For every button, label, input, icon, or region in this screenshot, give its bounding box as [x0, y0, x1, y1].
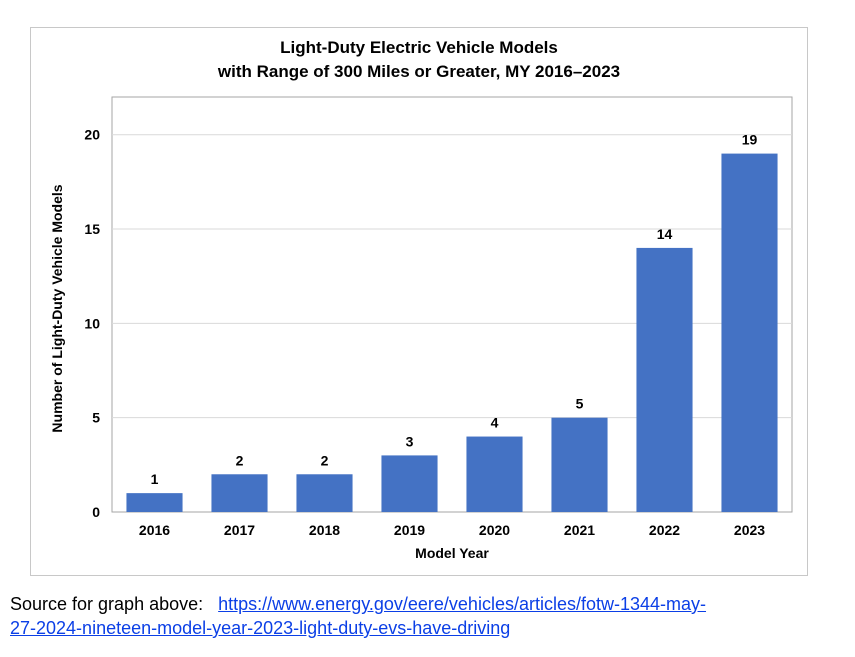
x-tick-label: 2020 — [479, 522, 510, 538]
bar — [126, 493, 183, 512]
bar — [551, 417, 608, 512]
source-link[interactable]: https://www.energy.gov/eere/vehicles/art… — [10, 594, 706, 638]
y-tick-label: 20 — [84, 127, 100, 143]
bar — [296, 474, 353, 512]
data-label: 2 — [321, 452, 329, 468]
y-tick-label: 15 — [84, 221, 100, 237]
x-tick-label: 2023 — [734, 522, 765, 538]
bar — [721, 153, 778, 512]
x-axis-title: Model Year — [415, 545, 489, 561]
data-label: 4 — [491, 415, 499, 431]
data-label: 5 — [576, 396, 584, 412]
source-link-line-1: https://www.energy.gov/eere/vehicles/art… — [218, 594, 707, 614]
bar — [466, 436, 523, 512]
source-prefix: Source for graph above: — [10, 594, 204, 614]
data-label: 1 — [151, 471, 159, 487]
x-tick-label: 2018 — [309, 522, 340, 538]
y-tick-label: 5 — [92, 410, 100, 426]
x-tick-label: 2022 — [649, 522, 680, 538]
bar — [636, 247, 693, 512]
chart-title-line-2: with Range of 300 Miles or Greater, MY 2… — [217, 62, 621, 81]
chart-title: Light-Duty Electric Vehicle Models with … — [30, 36, 808, 84]
data-label: 19 — [742, 132, 758, 148]
x-tick-label: 2019 — [394, 522, 425, 538]
source-link-line-2: 27-2024-nineteen-model-year-2023-light-d… — [10, 618, 511, 638]
bar-chart: 0 5 10 15 20 1 2016 2 2017 2 2018 3 2019 4 2020 5 2021 14… — [49, 96, 793, 561]
data-label: 14 — [657, 226, 673, 242]
bar — [381, 455, 438, 512]
y-axis-title: Number of Light-Duty Vehicle Models — [49, 184, 65, 432]
data-label: 3 — [406, 433, 414, 449]
x-tick-label: 2016 — [139, 522, 170, 538]
source-note: Source for graph above: https://www.ener… — [10, 592, 850, 640]
x-tick-label: 2017 — [224, 522, 255, 538]
y-tick-label: 10 — [84, 315, 100, 331]
bar — [211, 474, 268, 512]
y-tick-label: 0 — [92, 504, 100, 520]
x-tick-label: 2021 — [564, 522, 595, 538]
data-label: 2 — [236, 452, 244, 468]
chart-title-line-1: Light-Duty Electric Vehicle Models — [280, 38, 558, 57]
